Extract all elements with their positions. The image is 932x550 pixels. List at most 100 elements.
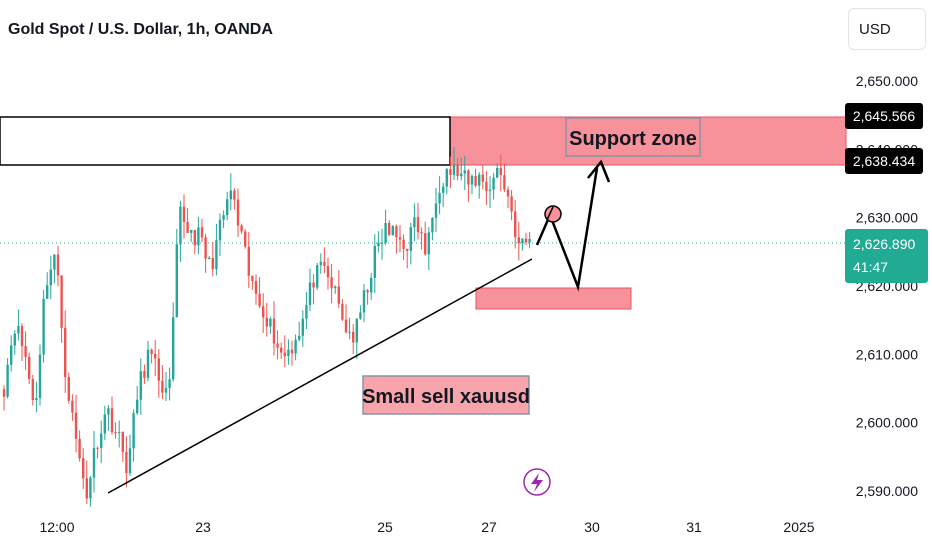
candle-body bbox=[42, 298, 45, 355]
currency-selector-button[interactable]: USD bbox=[848, 8, 926, 50]
candle-body bbox=[488, 189, 492, 192]
chart-background bbox=[0, 0, 845, 515]
candle-body bbox=[67, 377, 70, 401]
candle-body bbox=[28, 356, 31, 380]
trendline[interactable] bbox=[107, 258, 533, 494]
candle-body bbox=[56, 254, 60, 276]
last-price-value: 2,626.890 bbox=[853, 236, 915, 252]
candle-body bbox=[204, 237, 207, 259]
candle-body bbox=[460, 173, 463, 177]
candle-body bbox=[262, 306, 265, 318]
candle-body bbox=[244, 231, 247, 247]
candle-body bbox=[132, 413, 135, 449]
candle-body bbox=[71, 400, 74, 413]
candle-body bbox=[344, 319, 348, 333]
candle-body bbox=[420, 232, 423, 234]
projection-path[interactable] bbox=[535, 167, 599, 292]
candle-body bbox=[449, 169, 452, 175]
level-low-value: 2,638.434 bbox=[853, 153, 915, 169]
candle-body bbox=[85, 478, 88, 499]
level-high-tag: 2,645.566 bbox=[845, 103, 923, 129]
candle-body bbox=[528, 238, 531, 243]
candle-body bbox=[413, 217, 416, 228]
candle-body bbox=[427, 232, 430, 255]
small-sell-label-box[interactable] bbox=[362, 375, 530, 415]
candle-body bbox=[517, 237, 520, 244]
candle-body bbox=[395, 226, 398, 238]
lightning-icon[interactable] bbox=[523, 468, 551, 496]
candle-body bbox=[157, 358, 160, 381]
price-tick-label: 2,610.000 bbox=[856, 346, 918, 362]
support-zone-label-box[interactable] bbox=[565, 117, 701, 157]
candle-body bbox=[143, 371, 146, 378]
candle-body bbox=[290, 349, 294, 354]
candle-body bbox=[78, 438, 81, 459]
candle-body bbox=[301, 318, 304, 336]
currency-label: USD bbox=[859, 20, 891, 38]
time-tick-label: 31 bbox=[686, 519, 702, 535]
candle-body bbox=[208, 257, 211, 259]
candle-body bbox=[506, 189, 510, 197]
pivot-circle-marker[interactable] bbox=[544, 205, 562, 223]
candle-body bbox=[424, 233, 427, 255]
candle-body bbox=[463, 170, 466, 174]
time-tick-label: 12:00 bbox=[39, 519, 74, 535]
candle-body bbox=[280, 347, 283, 353]
candle-body bbox=[247, 246, 250, 276]
candle-body bbox=[442, 186, 445, 193]
candle-body bbox=[226, 199, 229, 216]
candle-body bbox=[348, 331, 351, 333]
candle-body bbox=[341, 303, 344, 320]
candle-body bbox=[6, 364, 9, 397]
candle-body bbox=[308, 282, 312, 306]
candle-body bbox=[60, 275, 63, 328]
level-low-tag: 2,638.434 bbox=[845, 148, 923, 174]
candle-body bbox=[103, 414, 106, 434]
candle-body bbox=[474, 175, 477, 186]
candle-body bbox=[2, 389, 6, 397]
candle-body bbox=[416, 217, 420, 233]
candle-body bbox=[49, 269, 52, 286]
candle-body bbox=[323, 261, 326, 266]
target-zone-box[interactable] bbox=[475, 287, 632, 310]
candle-body bbox=[269, 318, 272, 327]
price-tick-label: 2,630.000 bbox=[856, 210, 918, 226]
candle-body bbox=[182, 206, 186, 222]
price-tick-label: 2,650.000 bbox=[856, 73, 918, 89]
candle-body bbox=[380, 242, 384, 244]
candle-body bbox=[89, 477, 92, 499]
projection-arrowhead bbox=[587, 159, 611, 183]
candle-body bbox=[384, 222, 387, 243]
candle-body bbox=[388, 222, 391, 236]
candle-body bbox=[467, 170, 470, 185]
candle-body bbox=[96, 447, 99, 449]
candle-body bbox=[168, 379, 171, 389]
price-tick-label: 2,600.000 bbox=[856, 415, 918, 431]
candle-body bbox=[64, 327, 67, 378]
candle-body bbox=[298, 335, 301, 340]
candle-body bbox=[164, 388, 168, 393]
candle-body bbox=[434, 203, 438, 218]
candle-body bbox=[74, 412, 78, 439]
candle-body bbox=[265, 317, 268, 327]
candle-body bbox=[312, 282, 315, 288]
time-tick-label: 2025 bbox=[783, 519, 814, 535]
candle-body bbox=[136, 399, 139, 414]
candle-body bbox=[305, 305, 308, 319]
candle-body bbox=[179, 206, 182, 245]
range-box[interactable] bbox=[0, 116, 451, 166]
candle-body bbox=[294, 339, 297, 354]
candle-body bbox=[46, 285, 49, 299]
candle-body bbox=[409, 227, 412, 251]
candle-body bbox=[406, 248, 409, 251]
candle-body bbox=[17, 326, 20, 334]
candle-body bbox=[128, 448, 132, 474]
time-axis-ticks: 12:00 23 25 27 30 31 2025 bbox=[39, 519, 814, 535]
candle-body bbox=[391, 226, 394, 236]
candle-body bbox=[524, 238, 528, 243]
candle-body bbox=[258, 293, 261, 307]
candle-body bbox=[330, 277, 333, 289]
candle-body bbox=[154, 353, 157, 359]
candle-body bbox=[355, 318, 358, 343]
support-zone-label: Support zone bbox=[569, 128, 697, 150]
